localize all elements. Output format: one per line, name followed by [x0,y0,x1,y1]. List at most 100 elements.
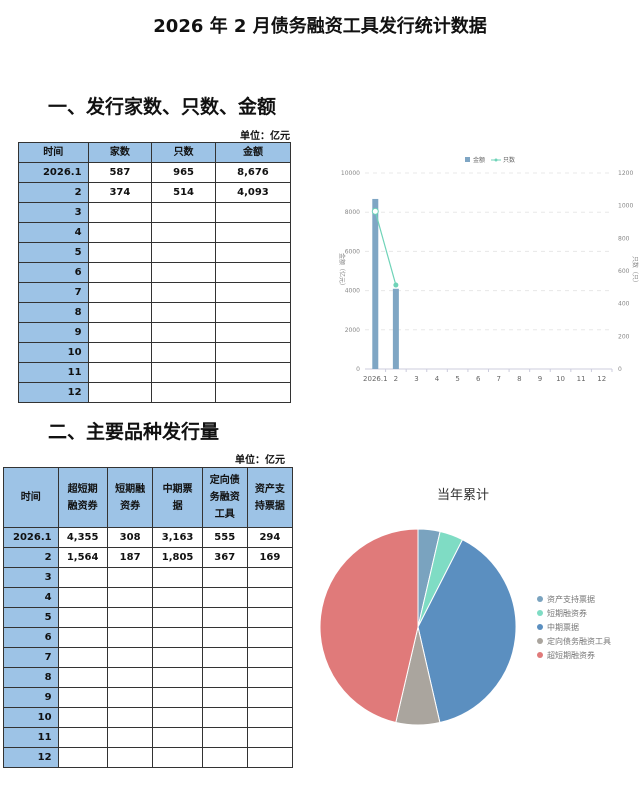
row-time: 11 [3,727,59,748]
bar [392,288,399,369]
x-tick-label: 10 [556,375,565,383]
row-time: 5 [3,607,59,628]
table-cell [201,567,248,588]
table-cell [106,607,154,628]
table-cell [152,727,203,748]
legend-label: 只数 [503,156,515,164]
table-cell [246,647,294,668]
table-cell [57,587,108,608]
table-cell [201,587,248,608]
table-row: 4 [3,587,294,608]
table-cell [57,607,108,628]
table-row: 2 374 514 4,093 [18,182,292,203]
table-cell [246,687,294,708]
table-row: 2026.1 587 965 8,676 [18,162,292,183]
bar-line-chart: 0 2000 4000 6000 8000 10000 0 200 400 600 800 1000 1… [338,156,639,383]
table-row: 8 [3,667,294,688]
legend-icon [537,596,543,602]
table-cell [201,607,248,628]
table-cell: 1,564 [57,547,108,568]
pie-title: 当年累计 [437,488,489,503]
table-cell [214,322,292,343]
row-time: 9 [18,322,89,343]
y2-axis-label: 只数（只） [631,256,639,286]
y2-tick-label: 200 [618,333,630,340]
table-cell [201,727,248,748]
table-cell [87,202,153,223]
table-cell: 374 [87,182,153,203]
table-row: 2026.1 4,355 308 3,163 555 294 [3,527,294,548]
table-cell [201,707,248,728]
row-time: 8 [18,302,89,323]
table-cell [214,222,292,243]
y-tick-label: 8000 [345,209,360,216]
page-title: 2026 年 2 月债务融资工具发行统计数据 [153,16,487,37]
y2-tick-label: 1000 [618,203,633,210]
column-header: 超短期融资券 [57,467,108,528]
table-cell [151,262,216,283]
table-row: 9 [18,322,292,343]
table-cell [151,242,216,263]
table-cell [214,282,292,303]
y2-tick-label: 400 [618,301,630,308]
issuance-table: 时间 家数 只数 金额 2026.1 587 965 8,676 2 374 514 4,093 3 4 5… [18,142,292,403]
row-time: 6 [3,627,59,648]
table-cell [214,242,292,263]
pie-slice [319,528,419,724]
legend-bar-icon [465,157,470,162]
table-cell [87,302,153,323]
table-cell [106,667,154,688]
table-cell [87,222,153,243]
table-cell: 169 [246,547,294,568]
row-time: 12 [18,382,89,403]
table-row: 3 [3,567,294,588]
table-cell [57,707,108,728]
table-row: 11 [3,727,294,748]
row-time: 5 [18,242,89,263]
table-cell [214,262,292,283]
table-cell [201,687,248,708]
section2-unit: 单位：亿元 [235,455,285,466]
legend-icon [537,652,543,658]
table-cell [152,567,203,588]
table-cell [57,647,108,668]
table-cell [151,382,216,403]
legend-label: 中期票据 [547,622,579,632]
table-row: 12 [18,382,292,403]
y2-tick-label: 600 [618,268,630,275]
y-axis-label: 金额（亿元） [338,253,346,289]
table-row: 8 [18,302,292,323]
column-header: 中期票据 [152,467,203,528]
table-cell [87,362,153,383]
column-header: 时间 [18,142,89,163]
table-cell [246,627,294,648]
table-cell [201,747,248,768]
table-cell [106,687,154,708]
legend-icon [537,638,543,644]
table-cell [87,262,153,283]
row-time: 3 [18,202,89,223]
row-time: 9 [3,687,59,708]
table-cell: 965 [151,162,216,183]
row-time: 2026.1 [3,527,59,548]
x-tick-label: 7 [497,375,501,383]
row-time: 4 [3,587,59,608]
column-header: 时间 [3,467,59,528]
table-row: 10 [3,707,294,728]
table-cell [106,747,154,768]
table-cell [106,647,154,668]
table-cell [106,587,154,608]
table-row: 9 [3,687,294,708]
table-cell [214,382,292,403]
y2-tick-label: 800 [618,235,630,242]
table-cell: 4,355 [57,527,108,548]
column-header: 家数 [87,142,153,163]
table-row: 12 [3,747,294,768]
table-cell [151,362,216,383]
section1-heading: 一、发行家数、只数、金额 [48,96,277,118]
table-cell [57,727,108,748]
y2-tick-label: 1200 [618,170,633,177]
table-row: 2 1,564 187 1,805 367 169 [3,547,294,568]
x-tick-label: 12 [597,375,606,383]
